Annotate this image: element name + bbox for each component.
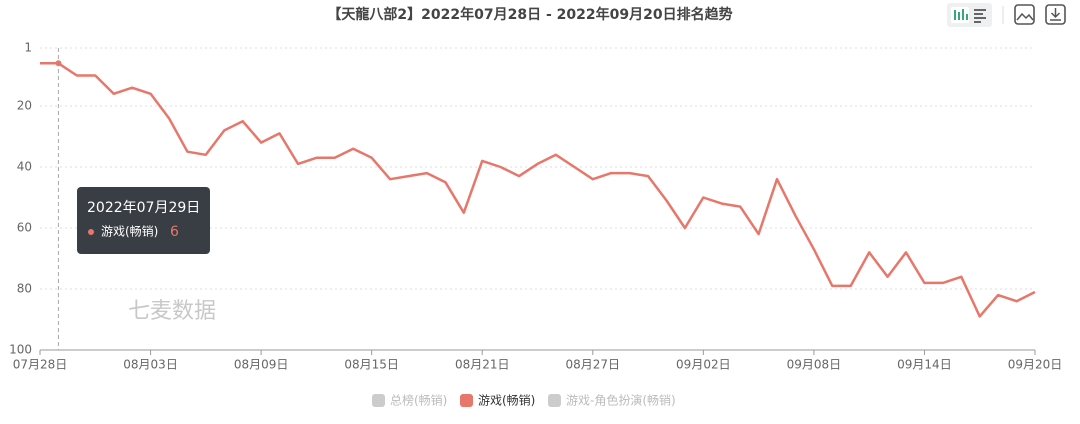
legend-swatch[interactable] xyxy=(372,394,385,407)
legend-swatch[interactable] xyxy=(460,394,473,407)
x-tick-label: 08月09日 xyxy=(234,358,289,372)
tooltip-box xyxy=(77,187,210,254)
toolbar xyxy=(947,3,1066,27)
x-tick-label: 08月27日 xyxy=(566,358,621,372)
chart-title: 【天龍八部2】2022年07月28日 - 2022年09月20日排名趋势 xyxy=(327,6,732,23)
legend-label[interactable]: 总榜(畅销) xyxy=(390,393,447,408)
legend-label[interactable]: 游戏(畅销) xyxy=(478,394,535,408)
tooltip-title: 2022年07月29日 xyxy=(87,200,200,216)
y-tick-label: 40 xyxy=(17,159,32,173)
x-tick-label: 09月14日 xyxy=(897,358,952,372)
y-tick-label: 80 xyxy=(17,281,32,295)
x-tick-label: 09月08日 xyxy=(787,358,842,372)
watermark: 七麦数据 xyxy=(128,299,216,324)
x-tick-label: 08月21日 xyxy=(455,358,510,372)
y-tick-label: 1 xyxy=(24,41,32,55)
x-tick-label: 09月02日 xyxy=(676,358,731,372)
y-tick-label: 60 xyxy=(17,220,32,234)
image-icon xyxy=(1016,12,1034,21)
hover-point xyxy=(55,60,62,67)
legend-label[interactable]: 游戏-角色扮演(畅销) xyxy=(566,393,676,408)
x-tick-label: 09月20日 xyxy=(1008,358,1063,372)
x-tick-label: 08月03日 xyxy=(123,358,178,372)
legend-swatch[interactable] xyxy=(548,394,561,407)
y-tick-label: 100 xyxy=(9,343,32,357)
bar-icon xyxy=(954,9,968,20)
list-icon[interactable] xyxy=(974,9,986,23)
x-tick-label: 07月28日 xyxy=(13,358,68,372)
series-line xyxy=(40,62,1036,318)
tooltip-value: 6 xyxy=(170,224,179,240)
image-download-button[interactable] xyxy=(1014,4,1035,25)
y-tick-label: 20 xyxy=(17,98,32,112)
tooltip-series: 游戏(畅销) xyxy=(101,225,158,239)
tooltip-dot xyxy=(88,229,94,235)
download-button[interactable] xyxy=(1045,4,1066,25)
download-icon xyxy=(1050,8,1061,21)
x-tick-label: 08月15日 xyxy=(344,358,399,372)
